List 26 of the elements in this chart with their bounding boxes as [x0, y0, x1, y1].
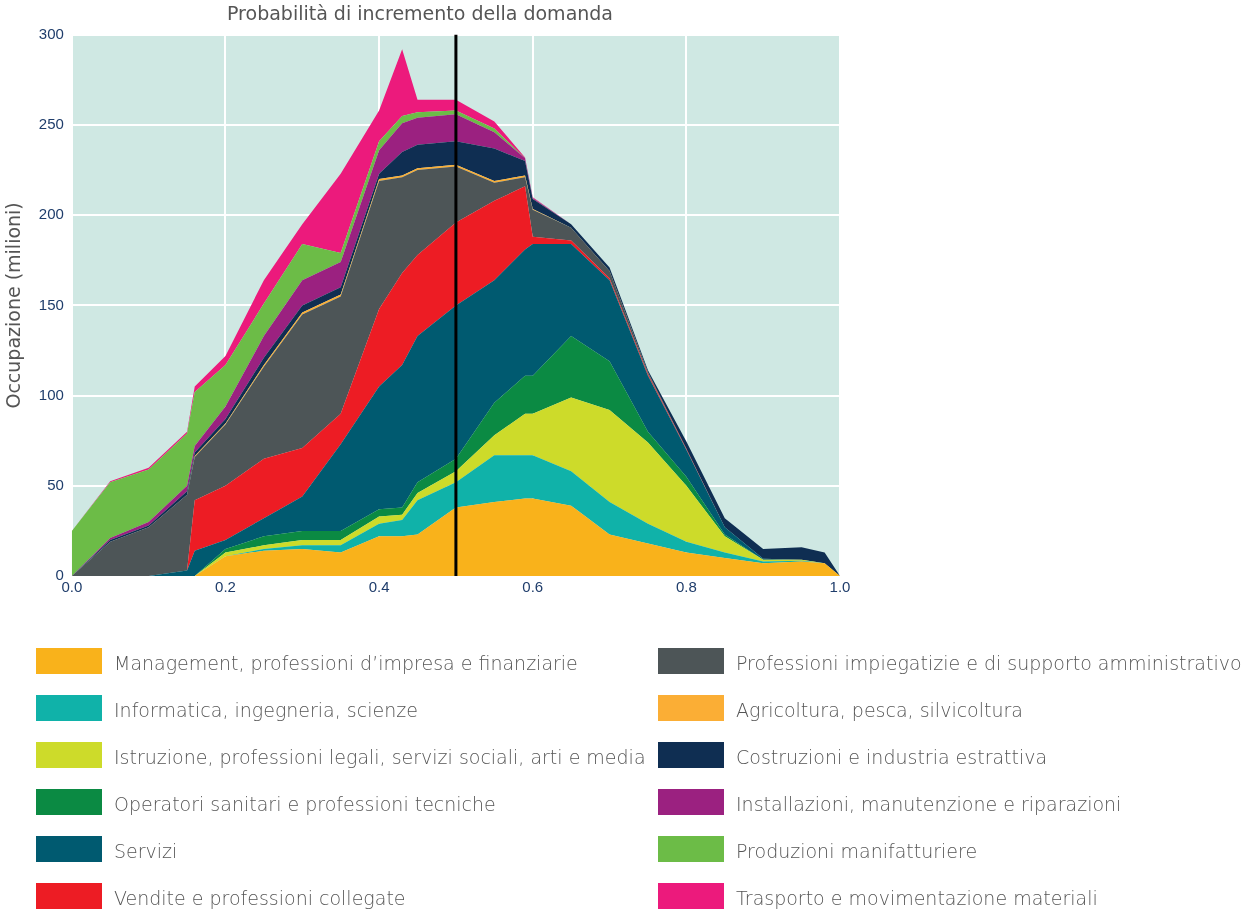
legend-label: Costruzioni e industria estrattiva [736, 746, 1048, 768]
y-axis-title: Occupazione (milioni) [2, 202, 25, 409]
legend-label: Installazioni, manutenzione e riparazioni [736, 793, 1122, 815]
y-tick-label: 50 [47, 475, 64, 493]
legend-label: Management, professioni d’impresa e finanziarie [114, 652, 578, 674]
y-tick-label: 200 [38, 205, 64, 223]
legend-label: Produzioni manifatturiere [736, 840, 978, 862]
legend-label: Istruzione, professioni legali, servizi sociali, arti e media [114, 746, 646, 768]
legend-label: Trasporto e movimentazione materiali [736, 887, 1098, 909]
legend-label: Operatori sanitari e professioni tecniche [114, 793, 496, 815]
x-tick-label: 0.8 [675, 578, 697, 596]
y-tick-label: 300 [38, 24, 64, 42]
y-tick-label: 100 [38, 385, 64, 403]
x-tick-label: 0.4 [368, 578, 390, 596]
x-tick-label: 1.0 [829, 578, 851, 596]
x-tick-label: 0.6 [522, 578, 544, 596]
legend-label: Agricoltura, pesca, silvicoltura [736, 699, 1023, 721]
legend-label: Servizi [114, 840, 178, 862]
legend-label: Vendite e professioni collegate [114, 887, 406, 909]
legend-label: Informatica, ingegneria, scienze [114, 699, 418, 721]
y-tick-label: 250 [38, 115, 64, 133]
legend-label: Professioni impiegatizie e di supporto amministrativo [736, 652, 1242, 674]
y-tick-label: 0 [55, 566, 64, 584]
y-tick-label: 150 [38, 295, 64, 313]
x-tick-label: 0.2 [215, 578, 236, 596]
chart-title: Probabilità di incremento della domanda [226, 2, 614, 25]
